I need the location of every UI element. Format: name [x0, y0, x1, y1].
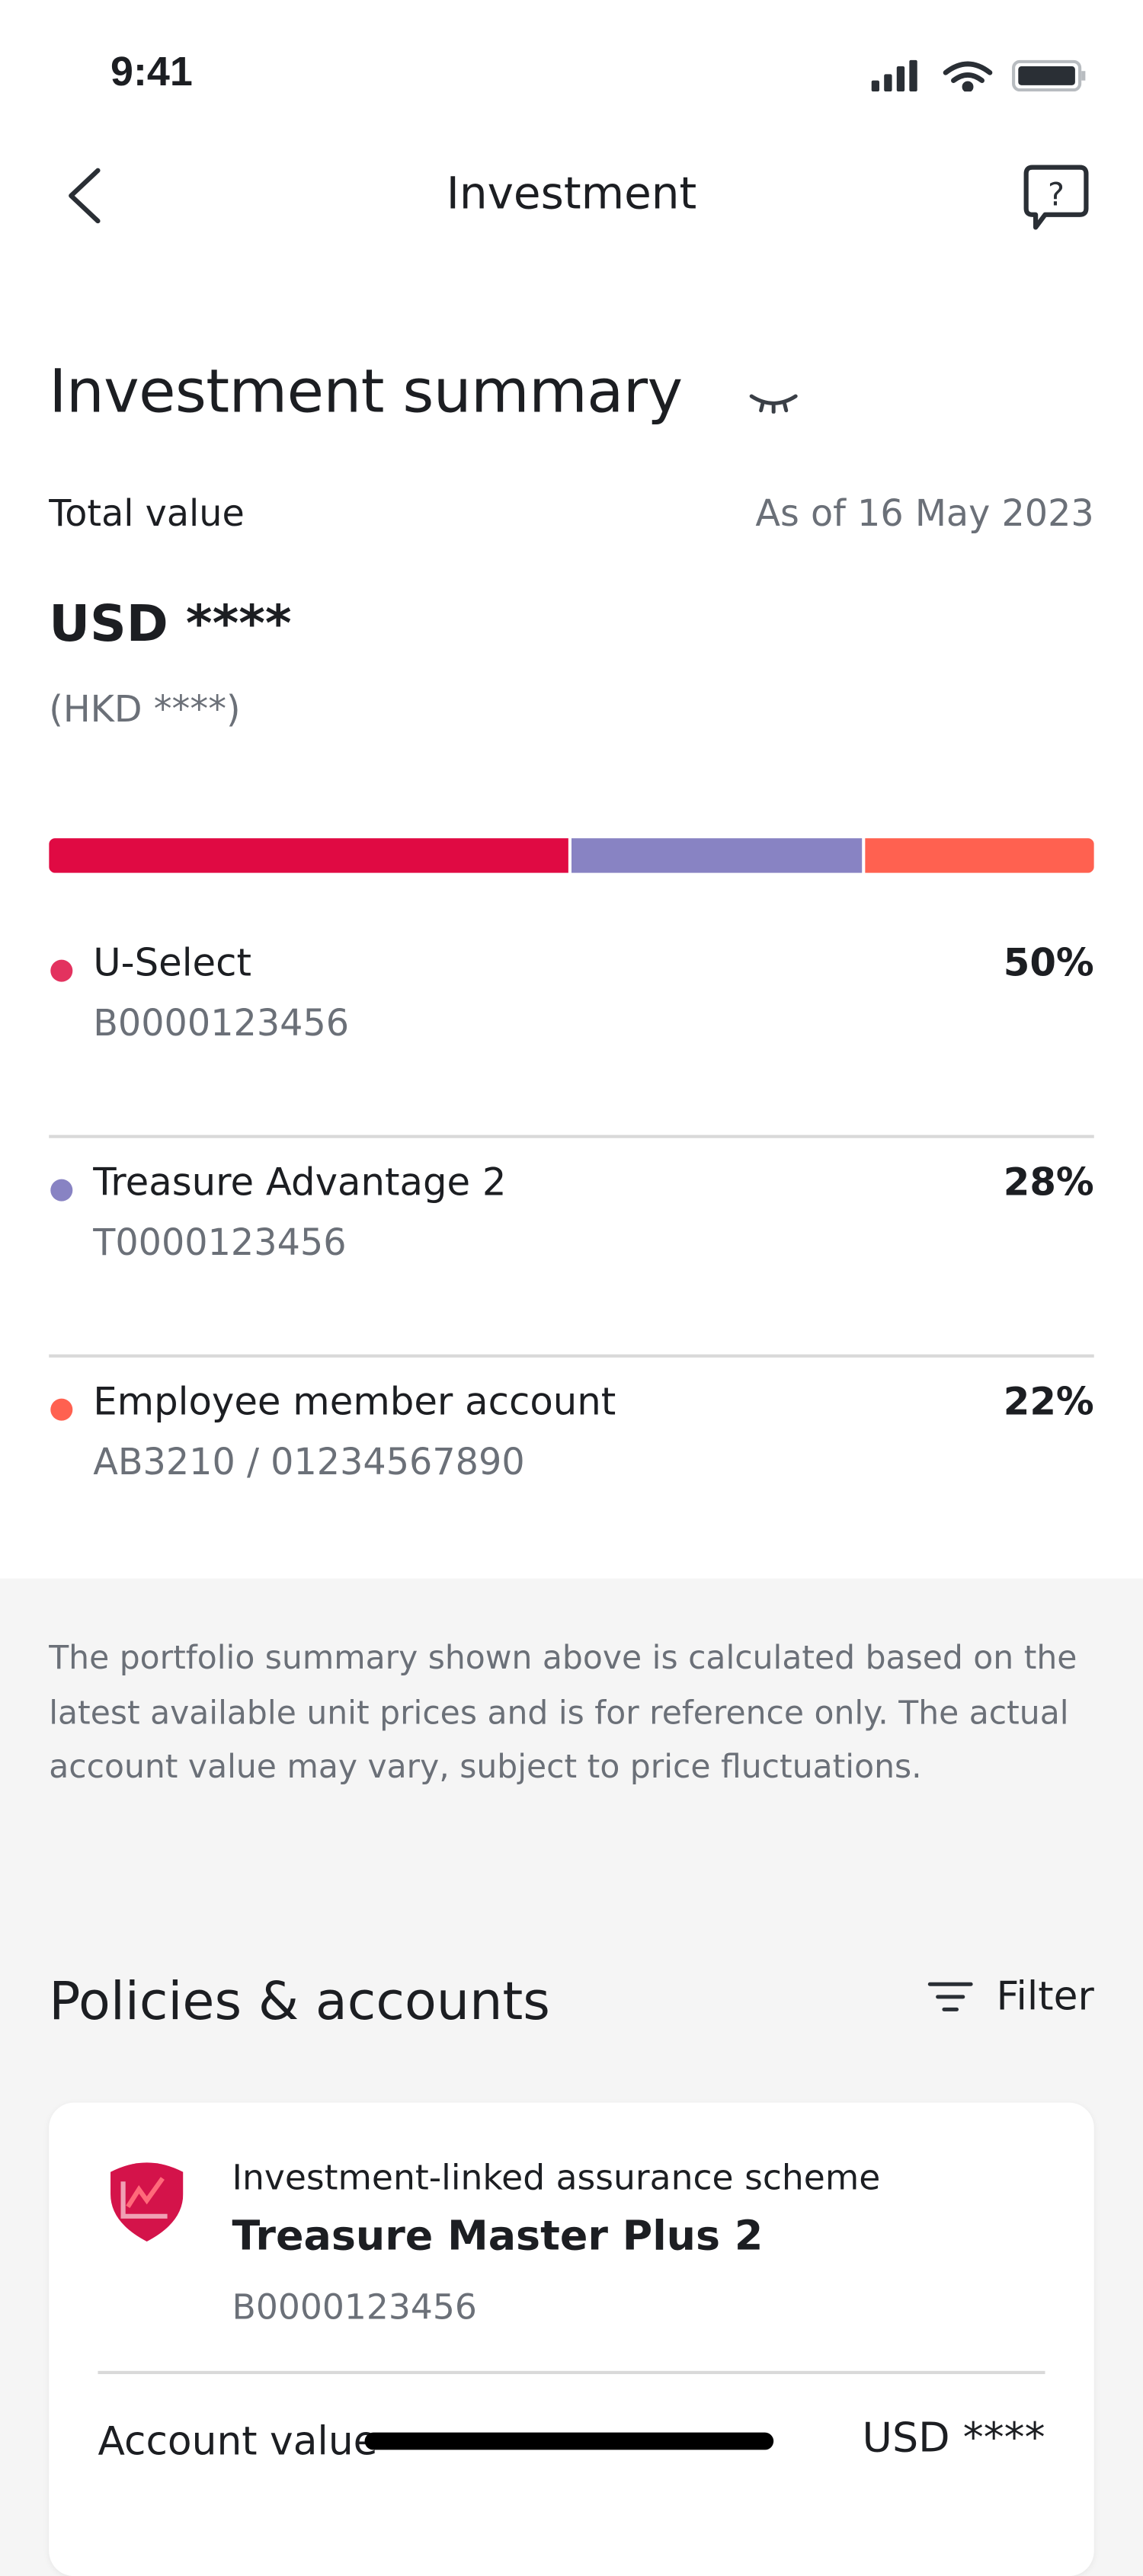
nav-title: Investment	[446, 167, 697, 219]
allocation-row[interactable]: Employee member account AB3210 / 01234567…	[49, 1358, 1094, 1577]
legend-dot	[50, 959, 73, 982]
back-chevron-icon[interactable]	[63, 168, 104, 225]
card-divider	[98, 2370, 1045, 2374]
status-time: 9:41	[110, 47, 193, 95]
account-name: Treasure Advantage 2	[93, 1160, 507, 1205]
filter-icon	[927, 1981, 973, 2011]
eye-closed-icon[interactable]	[748, 392, 799, 414]
policy-name: Treasure Master Plus 2	[232, 2213, 764, 2261]
allocation-bar	[49, 838, 1094, 873]
battery-icon	[1012, 59, 1086, 92]
policies-title: Policies & accounts	[49, 1970, 550, 2032]
app-screen: 9:41 Investment ? Investment summary Tot…	[0, 0, 1143, 2465]
allocation-row[interactable]: Treasure Advantage 2 T0000123456 28%	[49, 1138, 1094, 1358]
allocation-segment	[865, 838, 1094, 873]
disclaimer-text: The portfolio summary shown above is cal…	[49, 1638, 1077, 1786]
redaction-bar	[364, 2432, 774, 2450]
account-percent: 28%	[1003, 1160, 1094, 1205]
total-value: USD ****	[49, 593, 292, 654]
account-value-label: Account value	[98, 2418, 378, 2465]
legend-dot	[50, 1398, 73, 1421]
allocation-segment	[571, 838, 863, 873]
total-value-secondary: (HKD ****)	[49, 690, 241, 731]
account-id: T0000123456	[93, 1223, 347, 1265]
help-chat-icon[interactable]: ?	[1023, 164, 1093, 230]
filter-button[interactable]: Filter	[927, 1973, 1094, 2019]
signal-icon	[871, 59, 917, 92]
policy-id: B0000123456	[232, 2289, 477, 2328]
filter-label: Filter	[996, 1973, 1094, 2019]
legend-dot	[50, 1179, 73, 1202]
row-divider	[49, 1354, 1094, 1358]
wifi-icon	[943, 61, 993, 92]
account-value: USD ****	[862, 2414, 1045, 2463]
summary-title: Investment summary	[49, 357, 683, 427]
policy-card[interactable]: Investment-linked assurance scheme Treas…	[49, 2102, 1094, 2576]
policy-category: Investment-linked assurance scheme	[232, 2159, 881, 2200]
account-percent: 50%	[1003, 940, 1094, 985]
summary-section	[0, 0, 1143, 1579]
total-value-label: Total value	[49, 494, 245, 536]
row-divider	[49, 1134, 1094, 1138]
account-id: B0000123456	[93, 1003, 350, 1045]
shield-chart-icon	[110, 2162, 184, 2242]
allocation-row[interactable]: U-Select B0000123456 50%	[49, 919, 1094, 1138]
status-icons	[871, 59, 1086, 92]
account-name: U-Select	[93, 940, 251, 985]
as-of-date: As of 16 May 2023	[755, 494, 1094, 536]
account-id: AB3210 / 01234567890	[93, 1442, 525, 1484]
allocation-segment	[49, 838, 568, 873]
account-percent: 22%	[1003, 1379, 1094, 1424]
svg-text:?: ?	[1048, 176, 1065, 213]
account-name: Employee member account	[93, 1379, 616, 1424]
